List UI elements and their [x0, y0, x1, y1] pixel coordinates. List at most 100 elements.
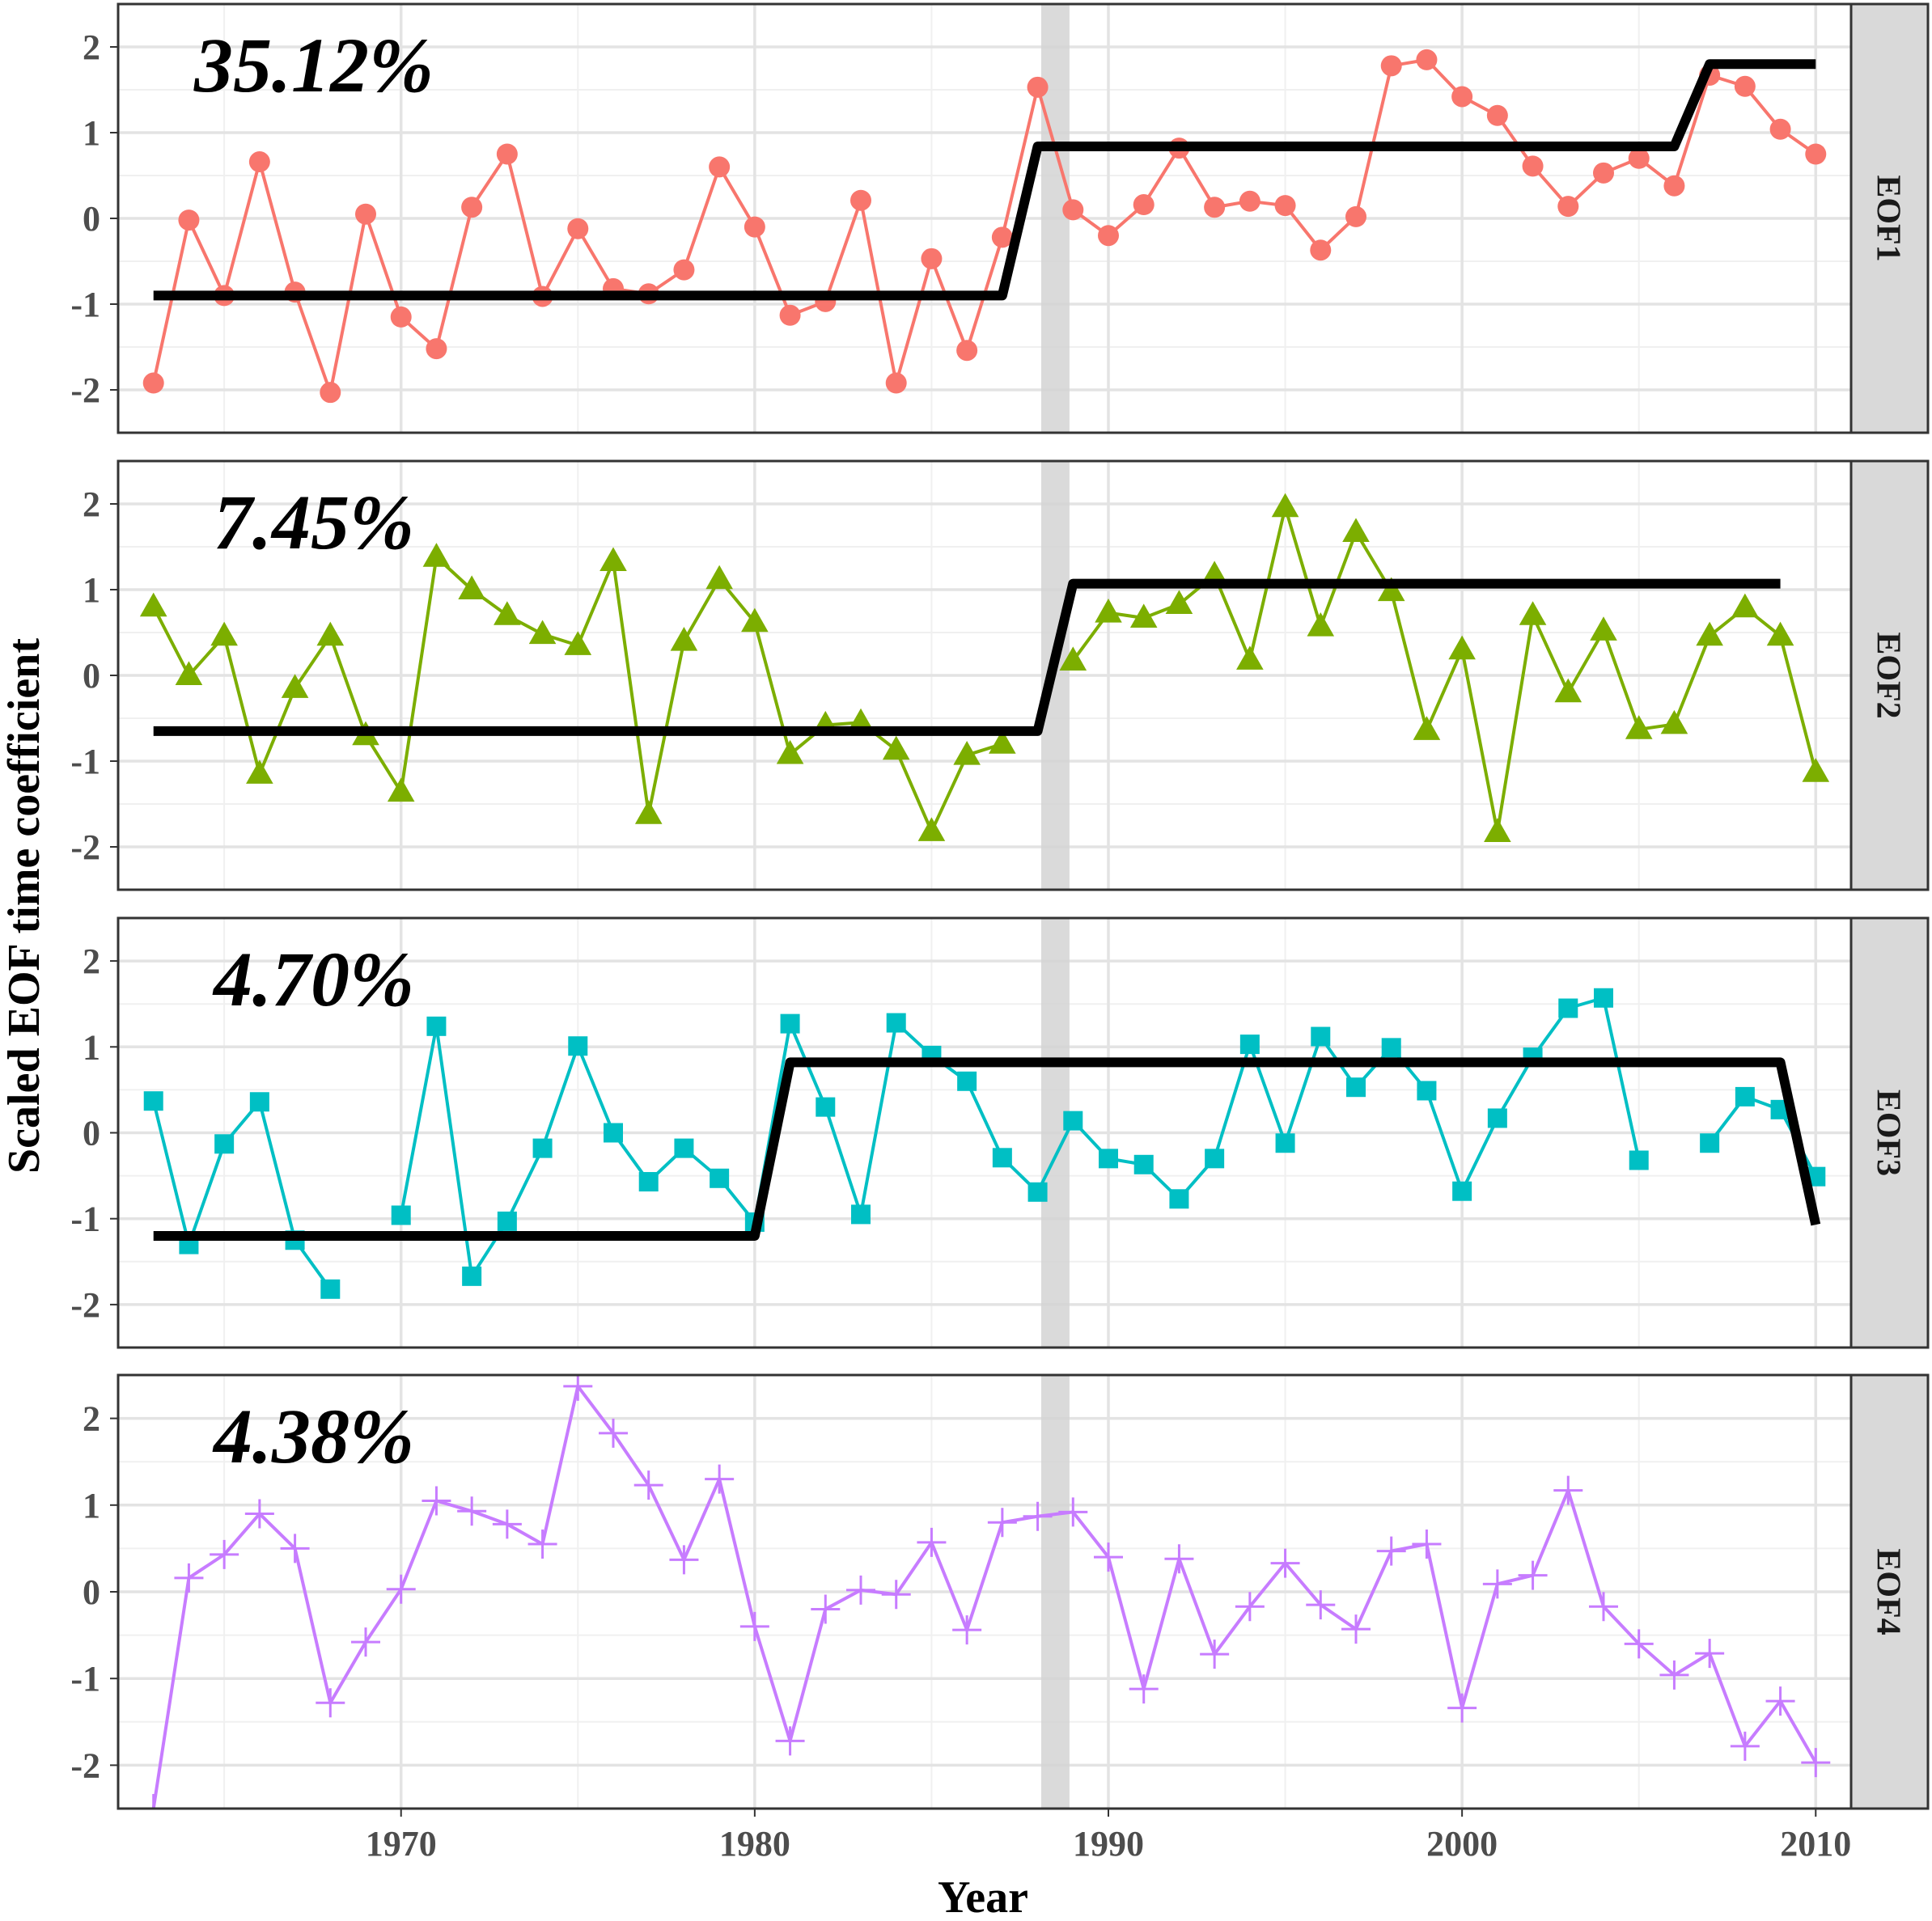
y-tick-label: 0: [83, 656, 100, 696]
data-point: [1201, 561, 1228, 585]
x-axis: 1970 1980 1990 2000 2010: [366, 1809, 1851, 1864]
data-point: [1062, 199, 1084, 221]
data-point: [1448, 635, 1476, 660]
data-point: [1235, 1592, 1265, 1622]
series-line-eof2: [1071, 506, 1818, 834]
data-point: [779, 304, 801, 326]
data-point: [1735, 1086, 1755, 1106]
data-point: [885, 372, 907, 394]
data-point: [1169, 1189, 1189, 1209]
data-point: [1098, 225, 1119, 247]
y-tick-label: -1: [70, 1659, 100, 1699]
data-point: [989, 730, 1016, 754]
regime-step-line-eof1: [153, 59, 1816, 301]
data-point: [390, 306, 412, 328]
x-tick-label: 2000: [1426, 1824, 1498, 1864]
data-point: [1801, 1748, 1831, 1778]
data-point: [1059, 646, 1087, 671]
data-point: [1553, 1475, 1583, 1505]
data-point: [1205, 1149, 1225, 1169]
y-tick-label: 1: [83, 113, 100, 153]
data-point: [1695, 1639, 1725, 1669]
data-point: [674, 1138, 694, 1158]
shaded-period-band: [1040, 1375, 1070, 1809]
data-point: [811, 1594, 841, 1624]
data-point: [1629, 1150, 1649, 1170]
data-point: [1381, 1038, 1401, 1058]
data-point: [1271, 493, 1299, 518]
data-point: [492, 1509, 522, 1539]
y-tick-label: -1: [70, 742, 100, 781]
data-point: [1624, 1629, 1654, 1659]
data-point: [143, 1091, 163, 1111]
data-point: [850, 189, 871, 211]
data-point: [1094, 1542, 1123, 1572]
data-point: [564, 631, 592, 655]
x-tick-label: 1990: [1073, 1824, 1144, 1864]
x-tick-label: 1970: [366, 1824, 437, 1864]
data-point: [1058, 1497, 1088, 1527]
data-point: [1275, 1133, 1295, 1153]
data-point: [248, 151, 270, 173]
data-point: [1730, 1731, 1760, 1761]
data-point: [210, 1539, 239, 1569]
data-point: [1593, 162, 1614, 184]
data-point: [1270, 1548, 1300, 1578]
strip-label-eof2: EOF2: [1870, 632, 1907, 718]
data-point: [462, 1266, 482, 1286]
series-line-eof4: [151, 1384, 1818, 1809]
data-point: [567, 218, 589, 239]
data-point: [1376, 1536, 1406, 1566]
data-point: [281, 674, 309, 698]
variance-label-eof1: 35.12%: [193, 22, 434, 108]
data-point: [563, 1375, 593, 1401]
data-point: [744, 216, 765, 238]
data-point: [1377, 577, 1405, 602]
data-point: [391, 1205, 411, 1225]
data-point: [846, 1575, 875, 1605]
data-point: [669, 1545, 699, 1575]
data-point: [1413, 716, 1441, 740]
data-point: [351, 1627, 380, 1657]
y-tick-label: -1: [70, 1200, 100, 1239]
data-point: [175, 661, 203, 685]
data-point: [1447, 1693, 1477, 1723]
data-point: [214, 1134, 235, 1154]
data-point: [775, 1726, 805, 1756]
data-point: [1345, 205, 1366, 227]
data-point: [461, 197, 483, 218]
data-point: [316, 621, 345, 646]
data-point: [1346, 1077, 1366, 1098]
data-point: [851, 1204, 871, 1225]
panel-eof3: 2 1 0 -1 -2 EOF3 4.70%: [70, 916, 1930, 1349]
data-point: [1416, 49, 1438, 70]
data-point: [1769, 118, 1791, 140]
data-point: [1451, 86, 1473, 108]
data-point: [246, 760, 273, 784]
data-point: [1518, 1560, 1548, 1590]
data-point: [178, 209, 200, 231]
data-point: [1519, 601, 1547, 625]
data-point: [670, 627, 698, 651]
data-point: [1805, 143, 1827, 165]
data-point: [882, 735, 910, 760]
data-point: [739, 1611, 769, 1641]
data-point: [316, 1688, 345, 1718]
y-tick-label: -2: [70, 827, 100, 867]
data-point: [1236, 645, 1264, 670]
data-point: [816, 1097, 836, 1117]
data-point: [705, 565, 733, 590]
data-point: [1731, 593, 1759, 618]
data-point: [1341, 1614, 1371, 1644]
data-point: [1765, 1686, 1795, 1716]
data-point: [1023, 1501, 1053, 1531]
data-point: [174, 1563, 204, 1593]
y-tick-label: 0: [83, 1572, 100, 1612]
data-point: [1129, 603, 1158, 628]
data-point: [1486, 104, 1508, 126]
data-point: [1484, 818, 1511, 842]
data-point: [1204, 197, 1226, 218]
shaded-period-band: [1040, 4, 1070, 433]
y-tick-label: 2: [83, 1399, 100, 1439]
